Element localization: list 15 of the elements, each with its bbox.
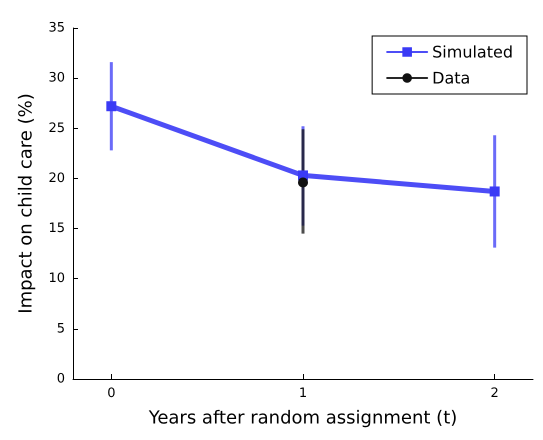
y-tick-label: 0 <box>56 372 65 386</box>
x-tick-label: 0 <box>107 386 116 401</box>
y-tick-label: 15 <box>48 221 65 236</box>
y-axis-title: Impact on child care (%) <box>16 93 36 314</box>
legend-label: Data <box>432 68 470 88</box>
y-tick-label: 35 <box>48 20 65 36</box>
y-tick-label: 5 <box>56 321 65 336</box>
x-axis-title: Years after random assignment (t) <box>148 408 458 428</box>
y-tick-label: 25 <box>48 120 65 136</box>
legend-label: Simulated <box>432 42 514 62</box>
y-tick-label: 20 <box>48 170 65 186</box>
x-tick-label: 2 <box>490 386 499 401</box>
y-tick-label: 10 <box>48 271 65 286</box>
x-tick-label: 1 <box>298 386 308 401</box>
y-tick-label: 30 <box>48 70 65 86</box>
